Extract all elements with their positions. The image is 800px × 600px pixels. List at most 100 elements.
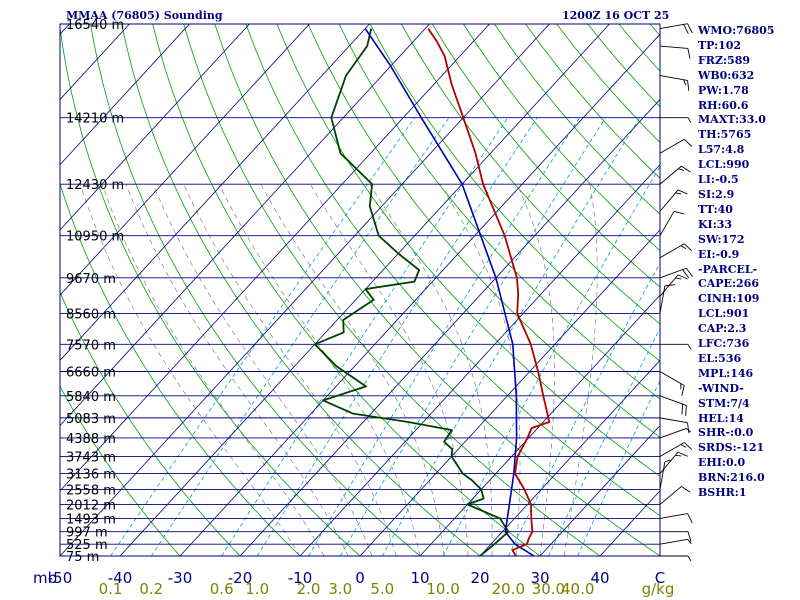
- mixing-ratio-label: 40.0: [561, 580, 594, 598]
- pressure-label: 400: [23, 0, 52, 4]
- pressure-label: 200: [23, 0, 52, 4]
- wind-barb-feather: [673, 211, 685, 215]
- wind-barb-staff: [659, 165, 682, 185]
- wind-barb: [659, 417, 690, 434]
- height-label: 75 m: [66, 550, 99, 565]
- isotherm: [60, 24, 70, 35]
- wind-barb-feather: [687, 531, 692, 542]
- mixing-ratio-label: 2.0: [297, 580, 321, 598]
- wind-barb-feather: [681, 385, 685, 396]
- mixing-ratio-label: 0.6: [210, 580, 234, 598]
- index-item: -PARCEL-: [698, 262, 758, 276]
- pressure-label: 600: [23, 0, 52, 4]
- mixing-ratio-label: 3.0: [328, 580, 352, 598]
- wind-barb-feather: [681, 165, 691, 173]
- wind-barb: [660, 117, 692, 123]
- isobars: [59, 23, 661, 557]
- wind-barb: [659, 371, 685, 396]
- isotherm: [359, 229, 660, 556]
- wind-barb-staff: [659, 75, 688, 81]
- index-item: SW:172: [698, 232, 745, 246]
- index-item: LCL:901: [698, 307, 750, 321]
- index-item: EL:536: [698, 351, 742, 365]
- height-label: 9670 m: [66, 272, 116, 287]
- mixing-ratio-label: 20.0: [492, 580, 525, 598]
- index-item: WMO:76805: [698, 24, 775, 37]
- wind-barb-feather: [675, 454, 682, 457]
- isotherm: [419, 294, 660, 556]
- wind-barb-feather: [686, 428, 692, 433]
- height-label: 5840 m: [66, 390, 116, 405]
- wind-barb: [659, 243, 693, 259]
- height-label: 14210 m: [66, 112, 124, 127]
- isotherm: [299, 164, 660, 556]
- mixing-ratio-label: 1.0: [245, 580, 269, 598]
- wind-barb: [659, 486, 691, 505]
- wind-barb-staff: [659, 243, 685, 259]
- wind-barb-staff: [659, 189, 679, 212]
- temp-tick-label: -50: [48, 569, 73, 587]
- height-label: 2558 m: [66, 484, 116, 499]
- mixing-ratio-line: [221, 117, 509, 556]
- temperature-line: [427, 28, 551, 556]
- wind-barb: [659, 75, 690, 91]
- moist-adiabat: [563, 184, 598, 556]
- index-item: TT:40: [698, 202, 733, 216]
- wind-barb: [659, 138, 693, 154]
- index-item: CAPE:266: [698, 277, 759, 291]
- indices-panel: WMO:76805 TP:102 FRZ:589 WB0:632 PW:1.78 RH:6…: [698, 24, 798, 501]
- height-label: 5083 m: [66, 412, 116, 427]
- pressure-label: 1000: [14, 0, 52, 4]
- wind-barb-feather: [687, 80, 690, 91]
- wind-barb-feather: [677, 189, 688, 195]
- mixing-ratio-line: [577, 379, 660, 556]
- wind-barb-staff: [659, 371, 685, 386]
- index-item: SRDS:-121: [698, 441, 765, 455]
- index-item: PW:1.78: [698, 83, 749, 97]
- temp-tick-label: 10: [410, 569, 429, 587]
- index-item: BSHR:1: [698, 486, 747, 500]
- wind-barb-staff: [659, 45, 688, 49]
- mixing-ratio-label: 0.2: [139, 580, 163, 598]
- wind-barb-feather: [687, 538, 692, 544]
- wind-barb: [659, 211, 685, 236]
- index-item: MAXT:33.0: [698, 113, 766, 127]
- wind-barb-feather: [680, 444, 687, 448]
- height-label: 4388 m: [66, 432, 116, 447]
- moist-adiabats: [79, 183, 598, 556]
- isotherm: [60, 24, 310, 296]
- wind-barb: [659, 538, 692, 545]
- wind-barb: [659, 442, 693, 457]
- pressure-label: 800: [23, 0, 52, 4]
- wind-barb: [659, 513, 693, 524]
- wind-barb-feather: [687, 422, 690, 434]
- wind-barb-feather: [664, 284, 676, 287]
- wind-barb-feather: [685, 267, 693, 277]
- isotherm: [60, 24, 490, 492]
- isotherms: [60, 24, 660, 556]
- wind-barb: [659, 274, 688, 297]
- wind-barb-staff: [659, 417, 688, 424]
- plot-frame: [59, 23, 661, 557]
- wind-barb-feather: [680, 245, 687, 249]
- isotherm: [60, 24, 550, 556]
- wind-barb-feather: [683, 24, 689, 34]
- height-label: 525 m: [66, 538, 108, 553]
- dry-adiabat: [152, 24, 541, 556]
- mixing-ratio-line: [339, 117, 606, 556]
- mixing-ratio-line: [256, 117, 538, 556]
- height-label: 3136 m: [66, 468, 116, 483]
- wind-barb-feather: [687, 23, 693, 34]
- wind-barb-feather: [685, 405, 687, 416]
- dry-adiabat: [90, 24, 421, 556]
- index-item: HEL:14: [698, 411, 744, 425]
- wind-barb-feather: [682, 269, 690, 279]
- mixing-ratio-line: [507, 262, 660, 556]
- wind-barb-feather: [687, 117, 692, 123]
- index-item: CAP:2.3: [698, 322, 747, 336]
- height-label: 16540 m: [66, 18, 124, 33]
- height-label: 1493 m: [66, 513, 116, 528]
- height-label: 6660 m: [66, 366, 116, 381]
- mixing-ratio-line: [110, 117, 416, 556]
- wind-barb-feather: [675, 192, 682, 195]
